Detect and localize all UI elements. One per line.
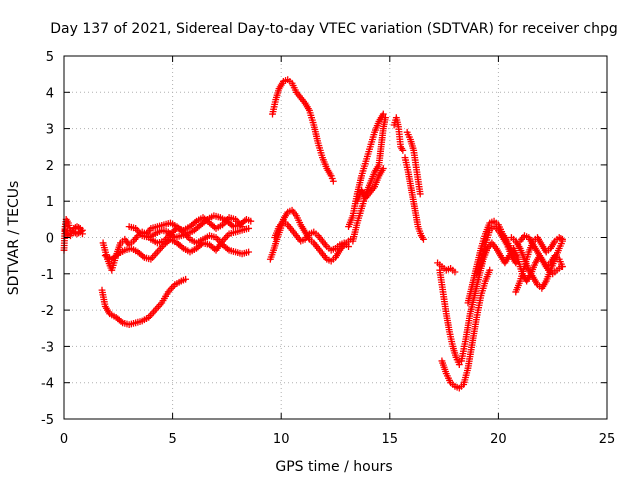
x-tick-label: 20 xyxy=(490,432,507,447)
x-axis-label: GPS time / hours xyxy=(275,459,392,475)
data-point xyxy=(420,235,427,243)
data-point xyxy=(182,275,190,283)
data-point xyxy=(559,235,566,243)
data-point xyxy=(382,114,389,122)
data-point xyxy=(379,165,387,172)
data-series xyxy=(60,76,566,392)
y-tick-label: 5 xyxy=(46,50,54,65)
y-tick-label: -2 xyxy=(41,304,54,319)
data-point xyxy=(247,217,255,225)
data-point xyxy=(245,225,253,232)
data-point xyxy=(238,223,246,231)
axis-ticks: 0 5 10 15 20 25 -5 -4 -3 -2 -1 0 1 2 3 4 5 xyxy=(41,50,615,447)
y-tick-label: -4 xyxy=(41,377,54,392)
y-tick-label: 0 xyxy=(46,232,54,247)
data-point xyxy=(451,268,459,276)
data-point xyxy=(79,230,86,238)
x-tick-label: 15 xyxy=(382,432,399,447)
data-point xyxy=(399,146,407,154)
x-tick-label: 0 xyxy=(60,432,68,447)
data-point xyxy=(455,361,463,368)
x-tick-label: 25 xyxy=(599,432,616,447)
data-point xyxy=(416,190,424,198)
y-tick-label: 3 xyxy=(46,123,54,138)
y-tick-label: -3 xyxy=(41,340,54,355)
chart-title: Day 137 of 2021, Sidereal Day-to-day VTE… xyxy=(50,21,618,37)
data-point xyxy=(245,248,253,256)
y-tick-label: -1 xyxy=(41,268,54,283)
y-axis-label: SDTVAR / TECUs xyxy=(6,181,22,296)
y-tick-label: 2 xyxy=(46,159,54,174)
y-tick-label: -5 xyxy=(41,413,54,428)
x-tick-label: 5 xyxy=(168,432,176,447)
data-point xyxy=(559,263,566,270)
data-point xyxy=(329,177,337,185)
y-tick-label: 1 xyxy=(46,195,54,210)
x-tick-label: 10 xyxy=(273,432,290,447)
data-point xyxy=(345,243,352,250)
data-point xyxy=(379,110,387,118)
data-point xyxy=(486,266,494,274)
y-tick-label: 4 xyxy=(46,86,54,101)
grid xyxy=(64,56,607,419)
